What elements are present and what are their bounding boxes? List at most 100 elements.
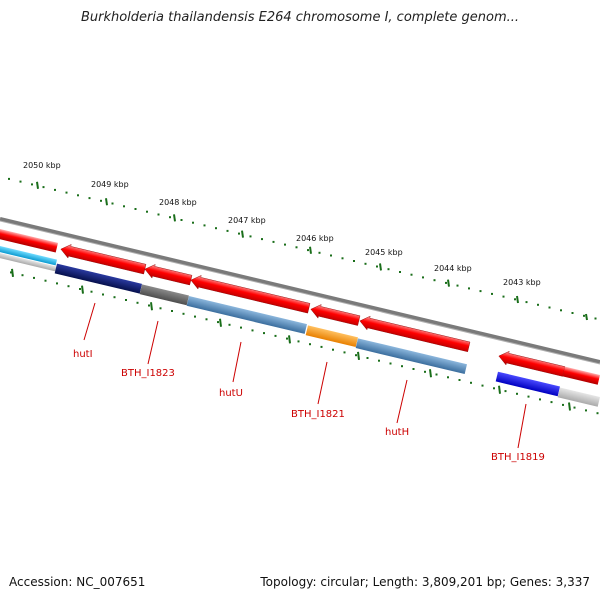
lower-ruler-minor-tick <box>56 282 58 285</box>
lower-ruler-minor-tick <box>504 390 507 393</box>
ruler-minor-tick <box>203 224 206 227</box>
cyan-cds-bar <box>0 246 58 266</box>
lower-ruler-minor-tick <box>401 365 403 368</box>
lower-ruler-minor-tick <box>113 296 116 299</box>
light-gray-cds-bar <box>557 387 600 407</box>
label-leader-lines <box>83 302 527 449</box>
ruler-minor-tick <box>456 284 459 287</box>
ruler-minor-tick <box>146 210 148 213</box>
red-gene-arrow <box>359 315 471 352</box>
ruler-minor-tick <box>215 227 217 230</box>
lower-ruler-minor-tick <box>516 392 518 395</box>
lower-ruler-minor-tick <box>67 285 70 288</box>
ruler-minor-tick <box>571 312 574 314</box>
ruler-minor-tick <box>433 279 436 282</box>
lower-ruler-minor-tick <box>573 406 576 409</box>
ruler-minor-tick <box>272 240 275 243</box>
lower-ruler-minor-tick <box>458 379 461 381</box>
ruler-major-tick <box>585 313 588 321</box>
lower-ruler-minor-tick <box>171 310 173 312</box>
lower-ruler-major-tick <box>150 302 153 311</box>
ruler-minor-tick <box>238 232 240 235</box>
lower-ruler-minor-tick <box>378 359 380 362</box>
ruler-minor-tick <box>353 260 355 262</box>
lower-ruler-minor-tick <box>309 343 311 346</box>
ruler-minor-tick <box>65 191 68 194</box>
blue-cds-bar <box>495 371 561 397</box>
ruler-minor-ticks <box>8 177 597 320</box>
ruler-minor-tick <box>364 262 367 265</box>
lower-ruler-minor-tick <box>159 307 162 310</box>
ruler-major-tick <box>36 181 39 189</box>
ruler-minor-tick <box>318 251 321 254</box>
ruler-minor-tick <box>261 238 263 241</box>
lower-ruler-major-tick <box>288 335 291 344</box>
lower-ruler-minor-tick <box>447 376 449 379</box>
ruler-minor-tick <box>445 281 447 284</box>
ruler-major-tick <box>379 263 382 271</box>
lower-ruler-minor-tick <box>366 357 369 359</box>
accession-text: Accession: NC_007651 <box>9 575 146 589</box>
gene-label[interactable]: hutU <box>219 388 243 399</box>
lower-ruler-minor-tick <box>389 362 392 365</box>
ruler-minor-tick <box>134 208 137 210</box>
lower-ruler-minor-tick <box>125 299 127 301</box>
ruler-minor-tick <box>422 276 424 279</box>
ruler-major-tick <box>516 295 519 304</box>
ruler-minor-tick <box>330 254 332 257</box>
ruler-tick-label: 2046 kbp <box>296 234 334 243</box>
lower-ruler-minor-tick <box>44 279 47 282</box>
lower-ruler-minor-tick <box>90 290 93 293</box>
red-gene-arrow <box>144 264 193 286</box>
lower-ruler-minor-tick <box>182 312 185 315</box>
ruler-minor-tick <box>514 298 516 301</box>
leader-line <box>147 320 159 365</box>
leader-line <box>232 341 242 383</box>
lower-ruler-minor-tick <box>274 334 277 337</box>
lower-ruler-minor-tick <box>412 368 415 370</box>
red-gene-arrow <box>562 366 600 385</box>
leader-line <box>317 361 328 405</box>
ruler-tick-label: 2044 kbp <box>434 264 472 273</box>
lower-ruler-minor-tick <box>194 315 196 318</box>
ruler-minor-tick <box>284 243 286 246</box>
ruler-minor-tick <box>192 221 194 224</box>
gene-label[interactable]: hutH <box>385 427 409 438</box>
ruler-minor-tick <box>376 265 378 268</box>
backbone-line <box>0 217 600 365</box>
gene-label[interactable]: hutI <box>73 349 93 360</box>
ruler-minor-tick <box>560 309 562 312</box>
gray-cds-bar <box>139 284 189 306</box>
lower-ruler-minor-tick <box>263 332 265 335</box>
lower-ruler-minor-tick <box>33 276 35 279</box>
ruler-minor-tick <box>77 194 79 197</box>
gene-features <box>0 229 600 407</box>
ruler-tick-label: 2050 kbp <box>23 161 61 170</box>
ruler-major-tick <box>173 214 176 222</box>
ruler-minor-tick <box>502 295 505 298</box>
ruler-minor-tick <box>8 177 10 180</box>
ruler-tick-label: 2043 kbp <box>503 278 541 287</box>
ruler-tick-label: 2047 kbp <box>228 216 266 225</box>
gene-label[interactable]: BTH_I1819 <box>491 452 545 463</box>
ruler-minor-tick <box>100 199 102 202</box>
ruler-major-tick <box>241 230 244 238</box>
ruler-minor-tick <box>341 257 344 260</box>
ruler-minor-tick <box>295 246 298 249</box>
lower-ruler-minor-tick <box>470 381 472 384</box>
lower-ruler-major-tick <box>498 385 501 394</box>
lower-ruler-minor-tick <box>539 398 541 401</box>
lower-ruler-minor-tick <box>481 384 484 387</box>
gene-label[interactable]: BTH_I1821 <box>291 409 345 420</box>
light-gray-cds-bar <box>0 253 58 272</box>
ruler-minor-tick <box>479 290 482 293</box>
lower-ruler-minor-tick <box>297 340 300 343</box>
gene-label[interactable]: BTH_I1823 <box>121 368 175 379</box>
ruler-major-tick <box>309 246 312 254</box>
lower-ruler-major-tick <box>429 369 432 378</box>
ruler-minor-tick <box>468 287 470 290</box>
lower-ruler-major-tick <box>357 351 360 361</box>
ruler-minor-tick <box>249 235 252 238</box>
lower-ruler-minor-tick <box>286 337 288 340</box>
